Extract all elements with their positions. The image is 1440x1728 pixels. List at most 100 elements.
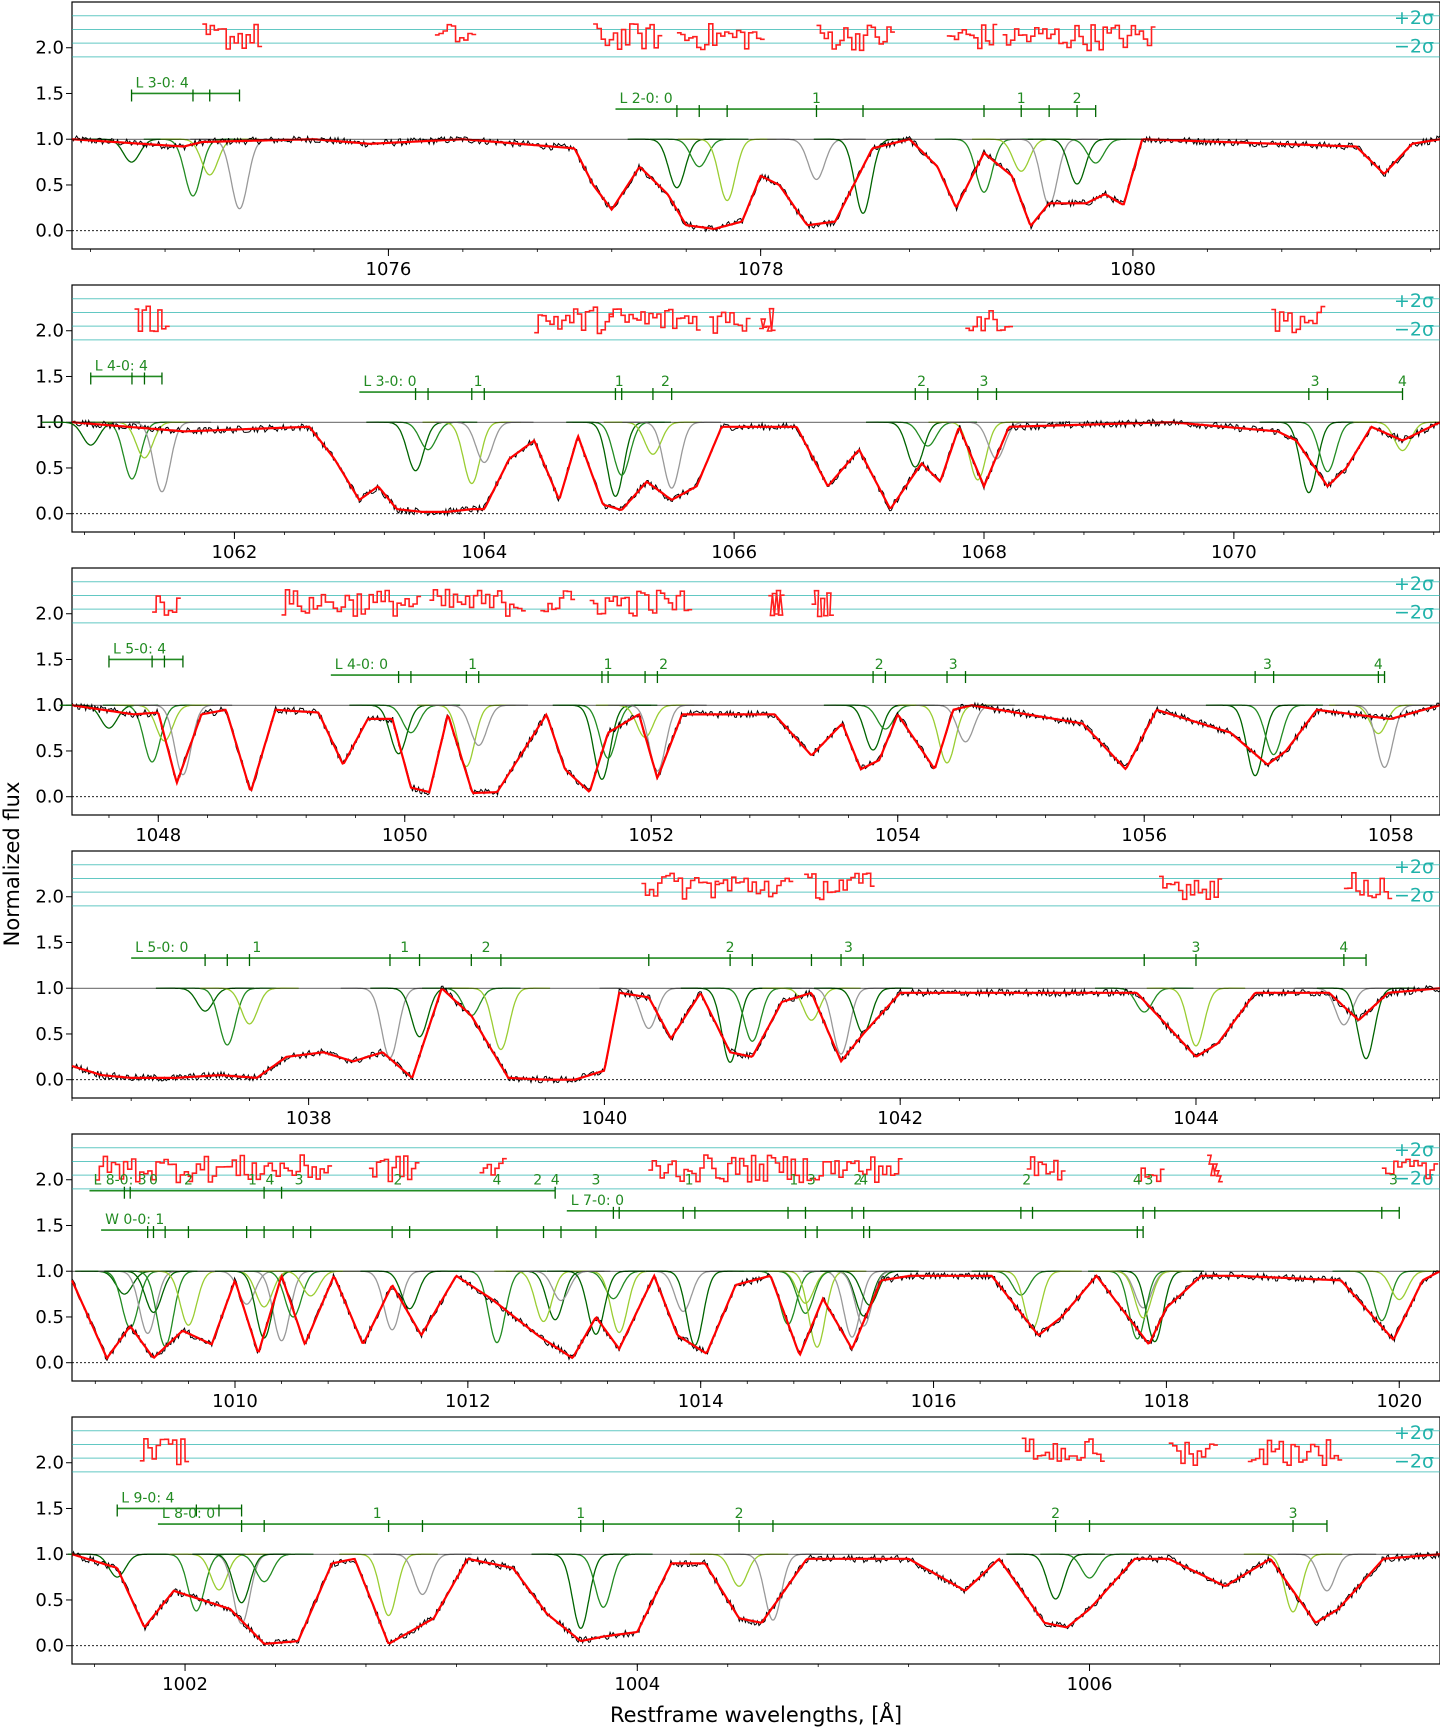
transition-number: 2	[853, 1173, 862, 1189]
model-component	[349, 704, 448, 755]
model-component	[139, 1270, 238, 1326]
transition-number: 3	[1311, 374, 1320, 390]
transition-number: 2	[533, 1173, 542, 1189]
total-model	[71, 704, 1440, 795]
y-tick-label: 2.0	[35, 887, 64, 908]
residual-segment	[429, 588, 526, 617]
transition-number: 3	[807, 1173, 816, 1189]
model-component	[1316, 987, 1416, 1060]
model-component	[422, 421, 522, 485]
model-component	[813, 138, 913, 214]
sigma-minus-label: −2σ	[1394, 884, 1434, 906]
x-tick-label: 1068	[961, 542, 1007, 563]
model-component	[360, 1270, 459, 1310]
residual-segment	[534, 306, 614, 335]
residual-segment	[152, 595, 181, 616]
transition-number: 2	[726, 940, 735, 956]
residual-segment	[1207, 1154, 1223, 1183]
x-tick-label: 1070	[1211, 542, 1257, 563]
model-component	[762, 987, 861, 1021]
x-tick-label: 1010	[212, 1391, 258, 1412]
transition-number: 1	[812, 91, 821, 107]
y-tick-label: 1.0	[35, 695, 64, 716]
model-component	[339, 1553, 438, 1617]
residual-segment	[759, 307, 776, 332]
residual-segment	[134, 305, 170, 333]
model-component	[243, 1270, 343, 1318]
transition-number: 1	[615, 374, 624, 390]
model-component	[649, 138, 749, 168]
residual-segment	[768, 589, 785, 617]
transition-number: 3	[1389, 1173, 1398, 1189]
x-tick-label: 1014	[678, 1391, 724, 1412]
transition-number: 2	[875, 657, 884, 673]
residual-segment	[1021, 1437, 1105, 1462]
x-tick-label: 1002	[162, 1674, 208, 1695]
x-tick-label: 1044	[1173, 1108, 1219, 1129]
model-component	[112, 421, 212, 493]
transition-number: 4	[1133, 1173, 1142, 1189]
panel-6: +2σ −2σ 0.0 0.5 1.0 1.5 2.0 1002 1004 1006 L 9-0: …	[35, 1416, 1440, 1695]
model-component	[1093, 1270, 1193, 1319]
sigma-minus-label: −2σ	[1394, 1450, 1434, 1472]
y-tick-label: 2.0	[35, 604, 64, 625]
y-tick-label: 0.0	[35, 787, 64, 808]
transition-label: L 5-0: 0	[135, 940, 188, 956]
x-tick-label: 1064	[461, 542, 507, 563]
x-tick-label: 1004	[614, 1674, 660, 1695]
model-component	[823, 704, 923, 751]
model-component	[1224, 704, 1323, 756]
model-component	[767, 1270, 867, 1348]
total-model	[71, 987, 1440, 1081]
model-component	[511, 1270, 611, 1302]
sigma-plus-label: +2σ	[1394, 573, 1434, 595]
x-tick-label: 1056	[1121, 825, 1167, 846]
y-tick-label: 1.5	[35, 1498, 64, 1519]
y-tick-label: 1.0	[35, 1261, 64, 1282]
transition-number: 4	[265, 1173, 274, 1189]
y-tick-label: 1.0	[35, 978, 64, 999]
y-tick-label: 0.5	[35, 1024, 64, 1045]
model-component	[703, 987, 802, 1042]
sigma-plus-label: +2σ	[1394, 7, 1434, 29]
model-component	[417, 704, 516, 768]
panel-frame	[71, 567, 1440, 816]
transition-label: L 3-0: 4	[136, 75, 189, 91]
transition-number: 2	[184, 1173, 193, 1189]
transition-number: 3	[591, 1173, 600, 1189]
transition-number: 1	[373, 1506, 382, 1522]
x-tick-label: 1080	[1110, 259, 1156, 280]
transition-number: 2	[1022, 1173, 1031, 1189]
model-component	[1349, 1270, 1440, 1301]
model-component	[95, 421, 194, 459]
residual-segment	[434, 23, 477, 43]
sigma-minus-label: −2σ	[1394, 1167, 1434, 1189]
residual-segment	[609, 308, 701, 331]
x-tick-label: 1020	[1376, 1391, 1422, 1412]
residual-segment	[202, 23, 263, 50]
model-component	[756, 1270, 855, 1314]
transition-label: L 5-0: 4	[113, 641, 166, 657]
model-component	[192, 1553, 291, 1604]
transition-number: 2	[482, 940, 491, 956]
model-component	[934, 138, 1034, 193]
residual-segment	[479, 1157, 507, 1176]
transition-label: L 4-0: 0	[335, 657, 388, 673]
y-tick-label: 0.5	[35, 1307, 64, 1328]
model-component	[569, 1270, 669, 1334]
model-component	[366, 421, 465, 472]
model-component	[1335, 704, 1434, 769]
transition-number: 1	[248, 1173, 257, 1189]
y-tick-label: 1.5	[35, 932, 64, 953]
model-component	[214, 1270, 314, 1339]
x-tick-label: 1016	[911, 1391, 957, 1412]
model-component	[178, 987, 277, 1046]
residual-segment	[648, 1154, 903, 1184]
model-component	[558, 704, 658, 759]
x-tick-label: 1058	[1368, 825, 1414, 846]
residual-segment	[139, 1438, 190, 1466]
transition-label: L 8-0: 0	[162, 1506, 215, 1522]
transition-label: L 8-0: 3	[93, 1173, 146, 1189]
